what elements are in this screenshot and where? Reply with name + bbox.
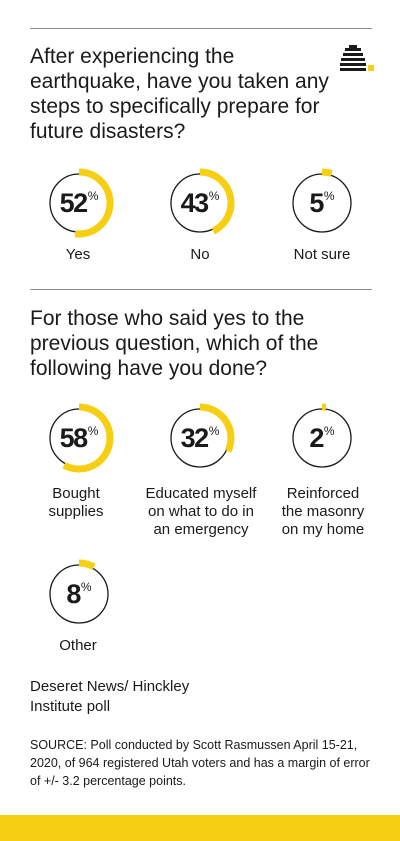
- chart2-ring-2-value: 2: [309, 422, 324, 453]
- percent-sign: %: [87, 189, 99, 203]
- chart1-ring-1: 43%: [167, 168, 235, 236]
- ring-value-arc: [62, 403, 114, 473]
- chart1-ring-1-value: 43: [180, 187, 210, 218]
- chart2-ring-0-value-label: 58%: [46, 405, 112, 471]
- ring-value-arc: [199, 168, 235, 235]
- chart1-ring-0-value-label: 52%: [46, 170, 112, 236]
- chart2-ring-3-graphic: [49, 559, 109, 624]
- chart1-ring-0: 52%: [46, 168, 114, 238]
- chart2-ring-3: 8%: [46, 559, 112, 627]
- beehive-icon: [340, 45, 374, 71]
- percent-sign: %: [323, 424, 335, 438]
- chart2-ring-2: 2%: [289, 403, 355, 471]
- chart1-ring-1-value-label: 43%: [167, 170, 233, 236]
- chart2-ring-1-graphic: [170, 403, 235, 468]
- question-1-title: After experiencing the earthquake, have …: [30, 45, 329, 143]
- chart2-ring-3-value: 8: [66, 578, 81, 609]
- chart2-ring-2-graphic: [292, 403, 352, 468]
- chart1-ring-0-category: Yes: [65, 246, 91, 263]
- footer-band: [0, 815, 400, 841]
- chart2-ring-1: 32%: [167, 403, 235, 471]
- ring-value-arc: [78, 559, 96, 570]
- chart2-ring-1-value-label: 32%: [167, 405, 233, 471]
- chart2-ring-0-graphic: [49, 403, 114, 473]
- top-rule: [30, 28, 372, 29]
- chart1-ring-2: 5%: [289, 168, 355, 236]
- source-note: SOURCE: Poll conducted by Scott Rasmusse…: [30, 738, 370, 788]
- ring-value-arc: [321, 168, 333, 177]
- source-name: Deseret News/ Hinckley Institute poll: [30, 678, 190, 715]
- chart2-ring-0: 58%: [46, 403, 114, 473]
- percent-sign: %: [208, 424, 220, 438]
- chart2-ring-2-category: Reinforced the masonry on my home: [281, 485, 365, 538]
- percent-sign: %: [323, 189, 335, 203]
- chart2-ring-1-category: Educated myself on what to do in an emer…: [145, 485, 257, 538]
- ring-track: [292, 408, 352, 468]
- chart1-ring-2-value-label: 5%: [289, 170, 355, 236]
- middle-rule: [30, 289, 372, 290]
- chart1-ring-1-graphic: [170, 168, 235, 235]
- chart1-ring-2-value: 5: [309, 187, 324, 218]
- chart2-ring-1-value: 32: [180, 422, 210, 453]
- chart1-ring-0-value: 52: [59, 187, 89, 218]
- percent-sign: %: [208, 189, 220, 203]
- ring-value-arc: [74, 168, 114, 238]
- chart2-ring-0-value: 58: [59, 422, 89, 453]
- percent-sign: %: [87, 424, 99, 438]
- chart1-ring-0-graphic: [49, 168, 114, 238]
- chart1-ring-2-category: Not sure: [293, 246, 351, 263]
- ring-value-arc: [199, 403, 235, 453]
- chart1-ring-1-category: No: [190, 246, 210, 263]
- chart2-ring-3-value-label: 8%: [46, 561, 112, 627]
- chart2-ring-2-value-label: 2%: [289, 405, 355, 471]
- chart1-ring-2-graphic: [292, 168, 352, 233]
- chart2-ring-0-category: Bought supplies: [48, 485, 104, 520]
- chart2-ring-3-category: Other: [59, 637, 97, 654]
- percent-sign: %: [80, 580, 92, 594]
- question-2-title: For those who said yes to the previous q…: [30, 307, 319, 380]
